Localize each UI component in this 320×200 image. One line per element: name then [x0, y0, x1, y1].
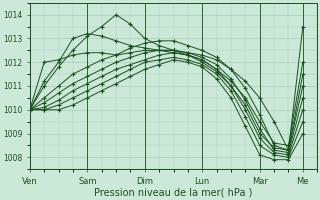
X-axis label: Pression niveau de la mer( hPa ): Pression niveau de la mer( hPa ) — [94, 187, 253, 197]
